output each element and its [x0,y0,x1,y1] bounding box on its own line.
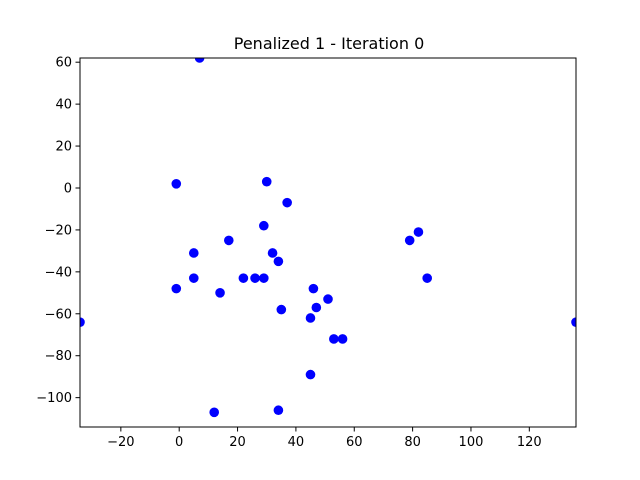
x-tick-label: 60 [346,435,363,450]
data-point [209,407,220,418]
data-point [215,288,225,298]
y-tick-label: 0 [64,181,72,196]
y-tick-label: −40 [45,265,72,280]
data-point [259,273,269,283]
data-points [80,58,576,418]
data-point [267,248,278,258]
y-tick-label: 20 [55,140,72,155]
y-tick-label: −100 [36,391,72,406]
data-point [305,369,316,380]
data-point [305,313,316,323]
x-tick-label: 120 [517,435,542,450]
data-point [238,273,249,283]
data-point [188,248,199,258]
data-point [282,197,292,208]
data-point [188,273,199,283]
plot-frame [79,57,577,428]
data-point [261,176,272,187]
data-point [571,317,576,327]
x-tick-label: 20 [229,435,246,450]
data-point [413,227,424,237]
y-tick-label: −80 [45,349,72,364]
y-tick-label: −20 [45,223,72,238]
data-point [337,334,348,344]
data-point [311,302,322,313]
data-point [194,58,205,63]
data-point [259,220,269,231]
data-point [80,317,85,327]
chart-title: Penalized 1 - Iteration 0 [234,34,425,53]
data-point [422,273,433,283]
y-tick-label: 60 [55,56,72,71]
data-point [273,256,284,267]
y-axis: −100 −80 −60 −40 −20 0 20 40 60 [36,56,80,406]
y-tick-label: −60 [45,307,72,322]
x-tick-label: 0 [175,435,183,450]
data-point [171,283,182,294]
data-point [329,334,339,344]
x-tick-label: 100 [459,435,484,450]
x-tick-label: 40 [288,435,305,450]
data-point [323,294,333,304]
data-point [171,179,182,189]
data-point [308,283,319,294]
data-point [273,405,284,416]
data-point [224,235,234,246]
x-tick-label: −20 [107,435,134,450]
data-point [250,273,260,283]
y-tick-label: 40 [55,98,72,113]
x-axis: −20 0 20 40 60 80 100 120 [107,427,542,450]
data-point [276,304,287,315]
data-point [404,235,415,246]
x-tick-label: 80 [404,435,421,450]
